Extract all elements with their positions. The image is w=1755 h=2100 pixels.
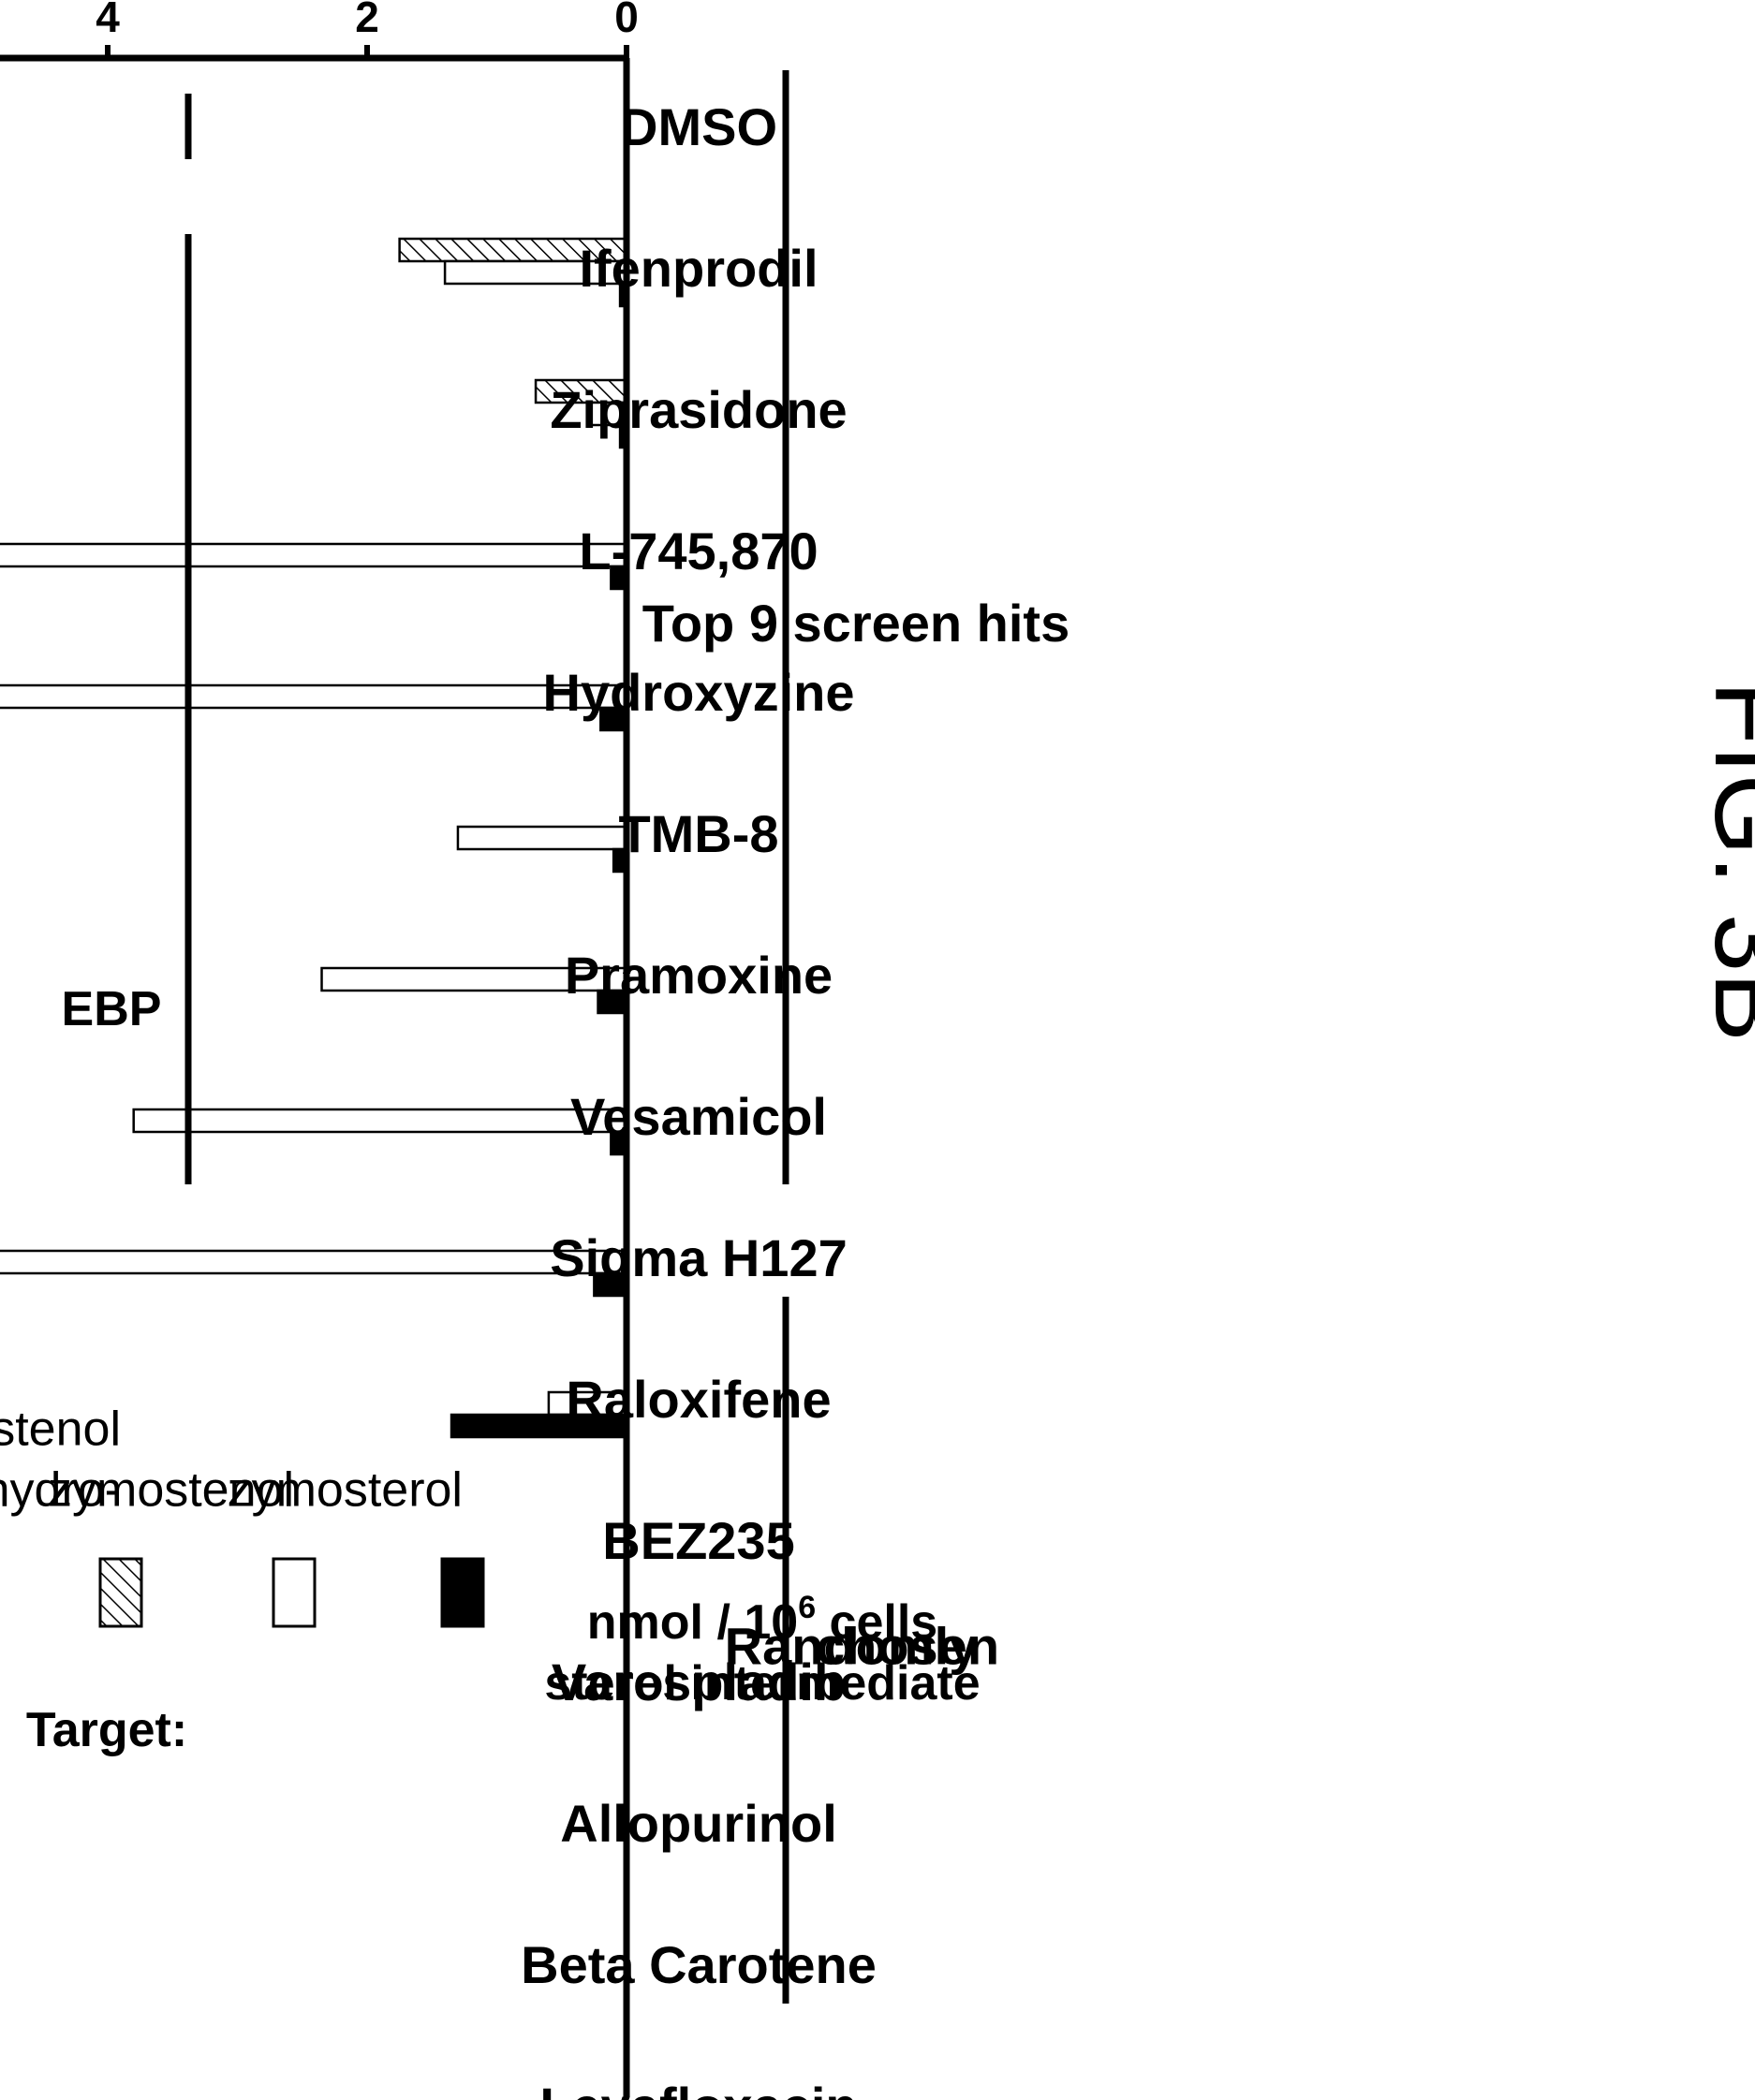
category-label: Ziprasidone: [550, 380, 847, 439]
legend-label-line2: zymostenol: [0, 1402, 121, 1457]
rotated-chart: 02468 DMSOIfenprodilZiprasidoneL-745,870…: [0, 0, 1069, 2100]
category-label: Hydroxyzine: [543, 663, 855, 722]
category-label: Beta Carotene: [521, 1935, 877, 1994]
y-axis-title-exponent: 6: [798, 1590, 816, 1625]
y-axis-title-suffix: cells: [816, 1595, 937, 1650]
legend-label: zymostenol: [48, 1463, 294, 1518]
y-tick-label: 4: [96, 0, 120, 41]
legend-label: 14-dehydro-: [0, 1463, 121, 1518]
legend-label: zymosterol: [228, 1463, 463, 1518]
ebp-label: EBP: [62, 982, 162, 1036]
figure-label: FIG. 3B: [1693, 681, 1755, 1042]
category-label: Levafloxacin: [539, 2077, 857, 2100]
bar-zymostenol: [0, 683, 628, 710]
bar-zymostenol: [0, 1249, 628, 1275]
axes-layer: 02468: [0, 0, 639, 2097]
category-label: TMB-8: [618, 804, 778, 863]
category-label: DMSO: [620, 97, 777, 156]
legend-swatch: [98, 1557, 143, 1628]
group-label-line1: Randomly: [725, 1616, 979, 1675]
category-label: Ifenprodil: [579, 239, 818, 298]
y-axis-title-line2: nmol / 106 cells: [587, 1590, 937, 1650]
y-tick-label: 2: [355, 0, 379, 41]
bar-zymostenol: [0, 542, 628, 568]
category-label: Varespladib: [552, 1652, 846, 1711]
category-label: BEZ235: [602, 1511, 794, 1570]
target-label: Target:: [26, 1703, 187, 1757]
category-label: Pramoxine: [565, 946, 833, 1005]
category-label: L-745,870: [579, 521, 818, 580]
y-axis-title-prefix: nmol / 10: [587, 1595, 798, 1650]
bar-zymostenol: [132, 1108, 628, 1134]
category-label: Sigma H127: [550, 1228, 848, 1287]
category-label: Allopurinol: [560, 1794, 837, 1853]
y-tick-label: 0: [614, 0, 639, 41]
group-label-line2: chosen: [816, 1616, 999, 1675]
y-axis-title-line1: sterol intermediate: [544, 1656, 980, 1711]
legend-swatch: [272, 1557, 317, 1628]
labels-layer: DMSO Ifenprodil Ziprasidone L-745,870 Hydrox…: [0, 70, 1069, 2100]
group-label: Top 9 screen hits: [642, 594, 1069, 653]
category-label: Raloxifene: [566, 1370, 831, 1429]
bar-zymostenol: [456, 825, 628, 851]
bars-layer: [0, 237, 628, 1439]
legend-swatch: [440, 1557, 485, 1628]
